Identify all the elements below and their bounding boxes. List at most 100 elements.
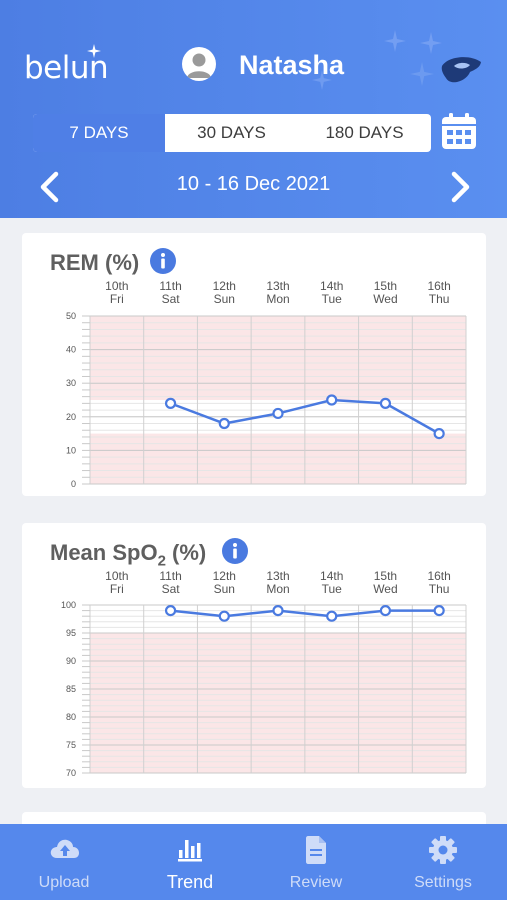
y-tick-label: 95	[66, 628, 76, 638]
decorative-star-icon	[420, 32, 442, 54]
avatar[interactable]	[182, 47, 216, 81]
data-point	[326, 394, 338, 406]
series-line	[170, 609, 440, 618]
spo2-chart-card: 70 75 80 85 90 95 100 10th Fri 11th Sat 12th Sun 13th…	[22, 523, 486, 788]
info-icon[interactable]	[150, 248, 176, 274]
x-day-date-label: 16th	[427, 279, 450, 293]
y-tick-label: 100	[61, 600, 76, 610]
app-header: belun Natasha 7 DAYS 30 DAYS 180 DAYS	[0, 0, 507, 218]
x-day-date-label: 11th	[159, 279, 181, 293]
x-day-date-label: 10th	[105, 569, 128, 583]
cloud-upload-icon	[50, 839, 79, 858]
decorative-star-icon	[312, 70, 332, 90]
bar-chart-icon	[178, 840, 202, 862]
x-day-weekday-label: Sat	[162, 582, 181, 596]
date-range-label: 10 - 16 Dec 2021	[176, 173, 331, 195]
x-day-date-label: 14th	[320, 569, 343, 583]
y-tick-label: 90	[66, 656, 76, 666]
x-day-date-label: 15th	[374, 569, 397, 583]
tab-upload[interactable]: Upload	[14, 824, 114, 900]
spo2-title-subscript: 2	[157, 552, 166, 570]
x-day-date-label: 16th	[427, 569, 450, 583]
tab-30-days[interactable]: 30 DAYS	[197, 123, 266, 142]
chevron-left-icon[interactable]	[36, 171, 62, 203]
y-tick-label: 85	[66, 684, 76, 694]
data-point	[433, 604, 445, 617]
x-day-weekday-label: Mon	[266, 582, 289, 596]
out-of-range-band	[90, 433, 466, 484]
data-point	[272, 407, 284, 420]
sleep-mask-icon[interactable]	[440, 52, 482, 88]
tab-settings-label: Settings	[414, 874, 472, 891]
series-line	[170, 398, 440, 435]
date-navigator: 10 - 16 Dec 2021	[0, 165, 507, 207]
gear-icon	[429, 836, 457, 864]
data-point	[379, 604, 392, 617]
tab-review-label: Review	[289, 874, 343, 891]
x-day-weekday-label: Wed	[373, 582, 397, 596]
belun-logo: belun	[24, 50, 109, 86]
tab-settings[interactable]: Settings	[393, 824, 493, 900]
out-of-range-band	[90, 316, 466, 400]
y-tick-label: 10	[66, 445, 76, 455]
tab-180-days[interactable]: 180 DAYS	[325, 123, 404, 142]
user-silhouette-icon	[187, 53, 211, 78]
x-day-date-label: 12th	[213, 279, 236, 293]
sparkle-icon	[87, 44, 101, 58]
document-icon	[306, 836, 326, 864]
tab-7-days[interactable]: 7 DAYS	[33, 114, 165, 152]
tab-review[interactable]: Review	[266, 824, 366, 900]
y-tick-label: 30	[66, 378, 76, 388]
bottom-tab-bar: Upload Trend Review	[0, 824, 507, 900]
y-tick-label: 40	[66, 345, 76, 355]
y-tick-label: 20	[66, 412, 76, 422]
rem-chart-card: 0 10 20 30 40 50 10th Fri 11th Sat 12th Sun 13th Mon 1…	[22, 233, 486, 496]
spo2-title-unit: (%)	[165, 540, 207, 565]
tab-trend-label: Trend	[166, 872, 214, 892]
data-point	[272, 604, 284, 617]
y-tick-label: 75	[66, 740, 76, 750]
info-icon[interactable]	[222, 538, 248, 564]
chevron-right-icon[interactable]	[448, 171, 474, 203]
decorative-star-icon	[410, 62, 434, 86]
data-point	[164, 604, 177, 617]
x-day-weekday-label: Fri	[110, 292, 124, 306]
x-day-weekday-label: Tue	[322, 582, 343, 596]
y-tick-label: 70	[66, 768, 76, 778]
x-day-date-label: 12th	[213, 569, 236, 583]
x-day-date-label: 14th	[320, 279, 343, 293]
x-day-weekday-label: Thu	[429, 292, 450, 306]
x-day-date-label: 11th	[159, 569, 181, 583]
y-tick-label: 0	[71, 479, 76, 489]
x-day-date-label: 13th	[266, 569, 289, 583]
data-point	[433, 428, 445, 440]
spo2-chart-title: Mean SpO2 (%)	[50, 540, 206, 569]
x-day-weekday-label: Sat	[162, 292, 181, 306]
calendar-icon[interactable]	[441, 112, 477, 150]
decorative-star-icon	[384, 30, 406, 52]
tab-upload-label: Upload	[38, 874, 90, 891]
spo2-title-main: Mean SpO	[50, 540, 158, 565]
user-name: Natasha	[239, 50, 345, 80]
data-point	[379, 397, 392, 409]
tab-trend[interactable]: Trend	[140, 824, 240, 900]
data-point	[326, 610, 338, 622]
x-day-weekday-label: Sun	[214, 582, 235, 596]
rem-chart-title: REM (%)	[50, 250, 140, 275]
x-day-date-label: 15th	[374, 279, 397, 293]
x-day-weekday-label: Sun	[214, 292, 235, 306]
x-day-weekday-label: Tue	[322, 292, 343, 306]
date-range-tabs: 7 DAYS 30 DAYS 180 DAYS	[33, 114, 431, 152]
x-day-weekday-label: Mon	[266, 292, 289, 306]
x-day-weekday-label: Wed	[373, 292, 397, 306]
x-day-date-label: 13th	[266, 279, 289, 293]
y-tick-label: 80	[66, 712, 76, 722]
x-day-date-label: 10th	[105, 279, 128, 293]
data-point	[218, 417, 230, 430]
x-day-weekday-label: Thu	[429, 582, 450, 596]
y-tick-label: 50	[66, 311, 76, 321]
out-of-range-band	[90, 633, 466, 773]
data-point	[218, 610, 230, 622]
